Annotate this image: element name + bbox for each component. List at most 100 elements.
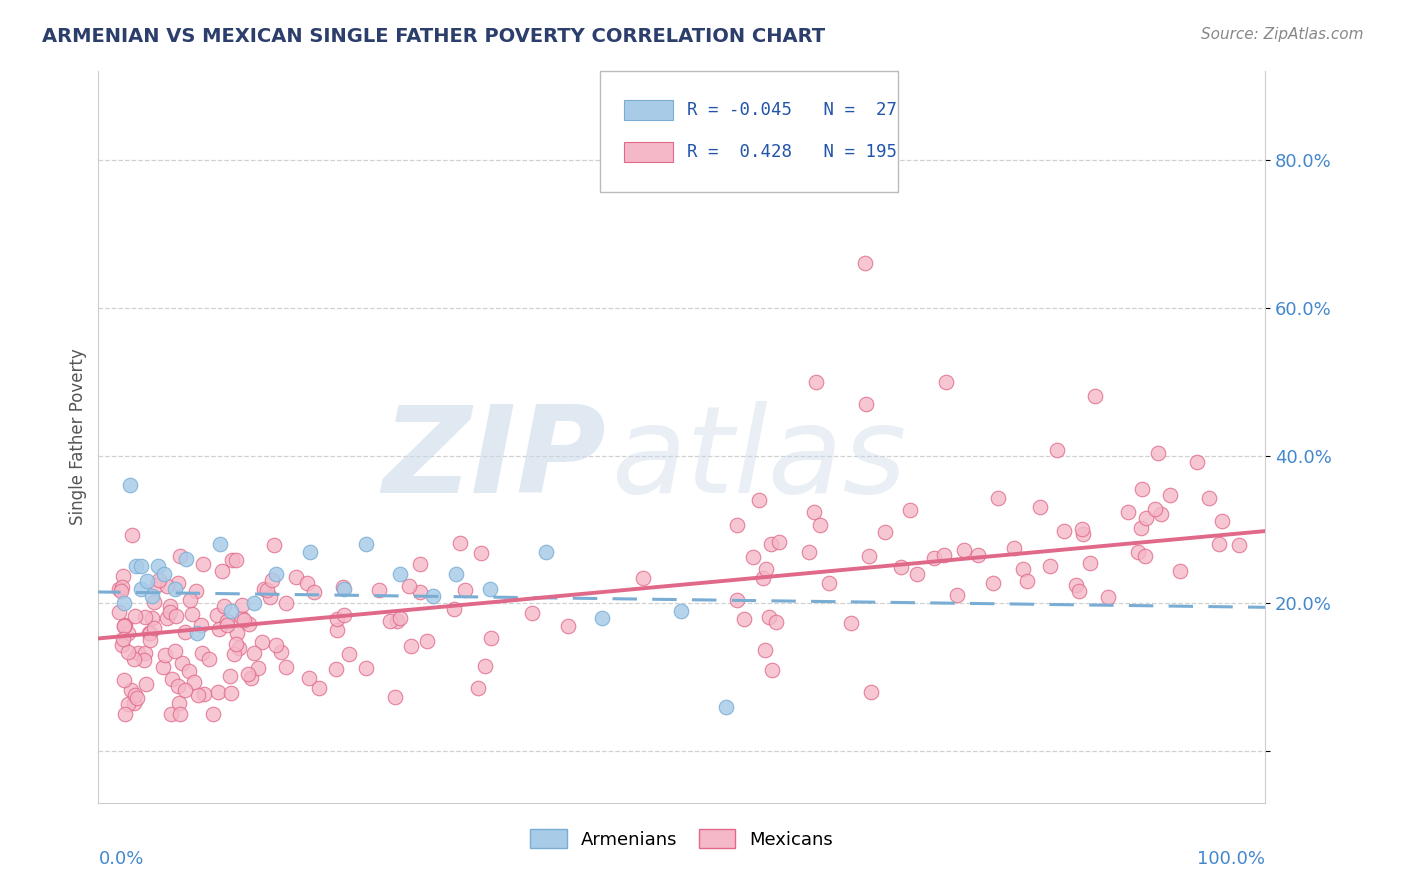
Point [159, 599, 181, 614]
Point [1053, 524, 1076, 538]
Point [1126, 545, 1149, 559]
Point [139, 633, 162, 648]
Point [207, 685, 229, 699]
Point [112, 673, 135, 687]
Point [211, 564, 233, 578]
Point [1227, 538, 1250, 552]
Point [141, 611, 163, 625]
Point [143, 622, 166, 636]
Point [1097, 590, 1119, 604]
Point [520, 606, 543, 620]
Point [198, 652, 221, 666]
Point [332, 582, 354, 596]
Point [1129, 521, 1152, 535]
Point [111, 569, 134, 583]
Point [231, 611, 253, 625]
Point [129, 559, 152, 574]
Point [1002, 541, 1025, 556]
Legend: Armenians, Mexicans: Armenians, Mexicans [523, 822, 841, 856]
Point [946, 588, 969, 602]
Point [225, 637, 247, 651]
Point [934, 548, 956, 562]
Point [142, 594, 165, 608]
Point [326, 623, 349, 637]
Point [135, 574, 157, 589]
Point [127, 646, 149, 660]
Point [337, 647, 360, 661]
Point [384, 690, 406, 704]
Point [191, 646, 214, 660]
Point [742, 549, 765, 564]
Point [219, 604, 242, 618]
Point [250, 634, 273, 648]
Point [905, 566, 928, 581]
Point [247, 661, 270, 675]
Text: R = -0.045   N =  27: R = -0.045 N = 27 [686, 101, 897, 120]
Point [129, 582, 152, 596]
Point [242, 596, 264, 610]
Point [474, 658, 496, 673]
Point [145, 578, 167, 592]
Point [215, 617, 238, 632]
Point [725, 517, 748, 532]
Point [443, 602, 465, 616]
Text: 100.0%: 100.0% [1198, 850, 1265, 868]
Point [1130, 483, 1153, 497]
Text: 0.0%: 0.0% [98, 850, 143, 868]
Point [114, 617, 136, 632]
Point [111, 639, 134, 653]
Point [1133, 549, 1156, 564]
Point [669, 604, 692, 618]
Point [333, 607, 356, 622]
Point [1069, 583, 1091, 598]
Point [1198, 491, 1220, 505]
Point [808, 518, 831, 533]
Point [1211, 514, 1233, 528]
Point [134, 646, 156, 660]
Point [399, 640, 422, 654]
Point [478, 582, 501, 596]
Point [114, 707, 136, 722]
Point [873, 524, 896, 539]
Point [325, 612, 347, 626]
Point [768, 534, 790, 549]
Point [422, 589, 444, 603]
Point [172, 656, 194, 670]
Point [1187, 455, 1209, 469]
Point [270, 645, 292, 659]
Point [208, 537, 231, 551]
Point [167, 576, 190, 591]
Point [111, 632, 134, 647]
Point [1159, 488, 1181, 502]
Point [256, 583, 278, 598]
Point [298, 544, 321, 558]
Point [169, 549, 191, 564]
Point [1064, 577, 1087, 591]
Point [179, 664, 201, 678]
Point [117, 625, 139, 640]
Point [122, 651, 145, 665]
Point [1015, 574, 1038, 589]
Point [1208, 537, 1230, 551]
Point [755, 562, 778, 576]
Point [135, 677, 157, 691]
Point [266, 639, 288, 653]
Point [138, 625, 160, 640]
Point [122, 697, 145, 711]
Bar [624, 142, 672, 162]
Point [380, 614, 402, 628]
Point [236, 667, 259, 681]
Point [1135, 511, 1157, 525]
Point [160, 673, 183, 687]
Point [987, 491, 1010, 505]
Point [111, 580, 134, 594]
Point [797, 545, 820, 559]
Text: ARMENIAN VS MEXICAN SINGLE FATHER POVERTY CORRELATION CHART: ARMENIAN VS MEXICAN SINGLE FATHER POVERT… [42, 27, 825, 45]
Point [179, 592, 201, 607]
Point [219, 669, 242, 683]
Point [114, 619, 136, 633]
Point [219, 686, 242, 700]
Point [444, 566, 467, 581]
Point [860, 684, 883, 698]
Point [159, 605, 181, 619]
